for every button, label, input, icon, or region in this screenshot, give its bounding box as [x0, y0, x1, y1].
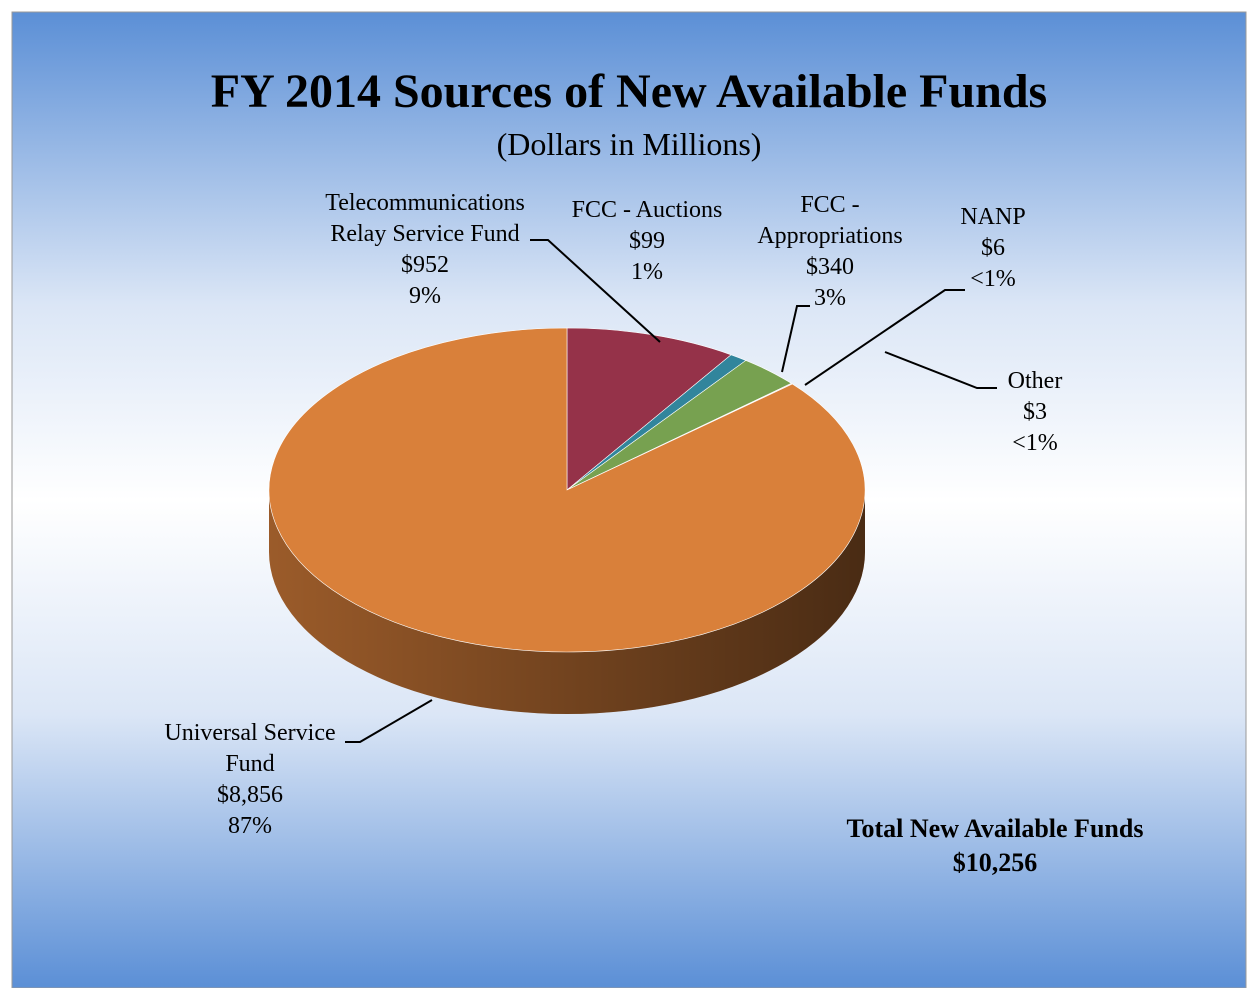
- category-label: NANP: [960, 204, 1026, 230]
- chart-subtitle: (Dollars in Millions): [496, 126, 762, 162]
- pie: [268, 327, 866, 714]
- chart-title: FY 2014 Sources of New Available Funds: [210, 65, 1048, 118]
- category-label: Other: [1007, 368, 1063, 394]
- value-label: $6: [981, 235, 1005, 261]
- percent-label: 3%: [814, 285, 846, 311]
- data-label: NANP $6 <1%: [953, 202, 1033, 295]
- data-label: Other $3 <1%: [995, 366, 1075, 459]
- pie-slice: [268, 327, 866, 653]
- category-label: FCC - Appropriations: [757, 192, 903, 249]
- value-label: $8,856: [217, 782, 283, 808]
- category-label: Telecommunications Relay Service Fund: [325, 190, 525, 247]
- leader-lines: [345, 239, 997, 743]
- total-label: Total New Available Funds: [846, 814, 1144, 843]
- total-value: $10,256: [952, 848, 1038, 877]
- data-label: Telecommunications Relay Service Fund $95…: [305, 188, 545, 312]
- category-label: Universal Service Fund: [164, 720, 336, 777]
- percent-label: <1%: [970, 266, 1016, 292]
- side-shading: [269, 490, 865, 714]
- value-label: $3: [1023, 399, 1047, 425]
- data-label: Universal Service Fund $8,856 87%: [145, 718, 355, 842]
- value-label: $952: [401, 252, 449, 278]
- value-label: $99: [629, 228, 665, 254]
- percent-label: 1%: [631, 259, 663, 285]
- category-label: FCC - Auctions: [571, 197, 723, 223]
- percent-label: 87%: [228, 813, 272, 839]
- percent-label: 9%: [409, 283, 441, 309]
- data-label: FCC - Appropriations $340 3%: [745, 190, 915, 314]
- value-label: $340: [806, 254, 854, 280]
- data-label: FCC - Auctions $99 1%: [552, 195, 742, 288]
- percent-label: <1%: [1012, 430, 1058, 456]
- total: Total New Available Funds $10,256: [795, 812, 1195, 880]
